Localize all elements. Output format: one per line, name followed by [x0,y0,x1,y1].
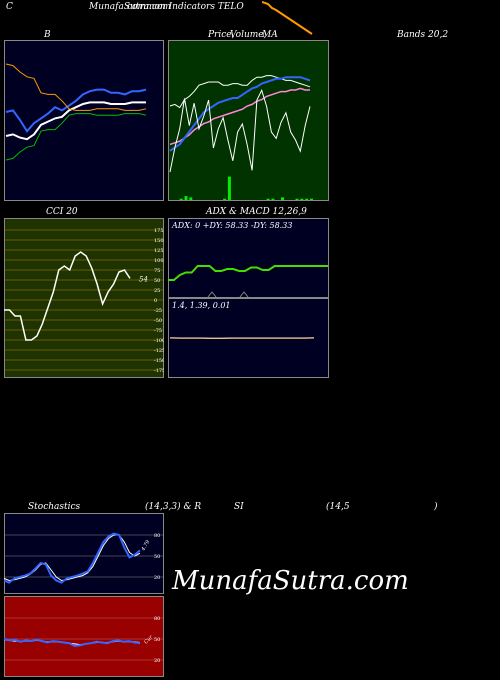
adx-bg [168,218,329,298]
title-volume: Volume, [230,30,267,40]
adx-panel: ADX: 0 +DY: 58.33 -DY: 58.33 [168,218,329,298]
adx-dmi-bump [239,291,249,298]
watermark: MunafaSutra.com [172,566,409,596]
title-overlap: common Indicators TELO [127,2,244,12]
cci-line [4,251,131,341]
rsi-tick-label: 50 [154,637,160,643]
cci-tick-label: 75 [154,268,160,274]
header-price-trace [262,1,313,35]
rsi-line [4,638,141,648]
cci-value-label: 54 [139,275,148,283]
macd-readout: 1.4, 1.39, 0.01 [172,301,231,310]
adx-line [168,265,328,281]
cci-tick-label: 25 [154,288,160,294]
title-stoch: Stochastics [28,502,81,512]
title-cci: CCI 20 [46,207,78,217]
volume-bar [295,198,299,200]
cci-bg [4,218,164,378]
cci-tick-label: -25 [154,308,162,314]
stoch-tick-label: 80 [154,533,160,539]
stoch-value-label: 4.79 [140,539,152,553]
rsi-tick-label: 80 [154,616,160,622]
stoch-k-line [4,532,141,584]
volume-bar [223,198,227,200]
cci-tick-label: -50 [154,318,162,324]
volume-bar [305,198,309,200]
title-price: Price, [208,30,235,40]
cci-tick-label: -100 [154,338,164,344]
cci-tick-label: -125 [154,348,164,354]
cci-tick-label: -175 [154,368,164,374]
cci-tick-label: 0 [154,298,157,304]
cci-tick-label: 125 [154,248,164,254]
title-rsi-close: ) [434,502,438,512]
volume-bar [300,198,304,200]
volume-bar [227,176,231,200]
title-bands: Bands 20,2 [397,30,449,40]
cci-tick-label: 100 [154,258,164,264]
volume-bar [184,196,188,200]
cci-panel: 175 150 125 100 75 50 25 0 -25 -50 -75 -100 -125 -150… [4,218,164,378]
cci-tick-label: 150 [154,238,164,244]
rsi-bg [4,596,164,677]
price-bg [168,40,329,201]
header-trace-line [262,1,313,35]
volume-bar [179,198,183,200]
bollinger-bg [4,40,164,201]
title-rsi: SI [234,502,244,512]
volume-bar [281,197,284,200]
volume-bar [271,198,275,200]
bb-price-line [5,101,146,141]
rsi-value-label: Cur [143,634,154,645]
title-stoch-params: (14,3,3) & R [145,502,202,512]
stochastics-panel: 80 50 20 4.79 [4,513,164,594]
title-bb: B [44,30,51,40]
title-macd: & MACD 12,26,9 [229,207,307,217]
title-rsi-params: (14,5 [326,502,350,512]
price-ma-panel [168,40,329,201]
price-ma-pink-line [169,87,310,146]
bb-upper-line [5,113,147,161]
volume-bar [310,198,313,200]
site-title: MunafaSutra.com [89,2,171,12]
title-adx: ADX [206,207,227,217]
cci-tick-label: -150 [154,358,164,364]
price-ma-white-line [169,75,311,109]
cci-tick-label: 50 [154,278,160,284]
macd-panel: 1.4, 1.39, 0.01 [168,298,329,378]
adx-readout: ADX: 0 +DY: 58.33 -DY: 58.33 [171,221,292,230]
stoch-tick-label: 20 [154,575,160,581]
adx-dmi-bump [207,291,217,298]
bb-lower-line [5,63,147,111]
price-ma-blue-line [169,76,311,152]
stoch-tick-label: 50 [154,554,160,560]
bb-middle-line [5,88,147,133]
rsi-tick-label: 20 [154,658,160,664]
volume-bar [189,197,193,200]
bollinger-panel [4,40,164,201]
cci-tick-label: -75 [154,328,162,334]
title-ma: MA [262,30,278,40]
price-close-line [169,89,311,173]
rsi-panel: 80 50 20 Cur [4,596,164,677]
header-c: C [6,2,13,12]
volume-bar [266,198,270,200]
cci-tick-label: 175 [154,228,164,234]
